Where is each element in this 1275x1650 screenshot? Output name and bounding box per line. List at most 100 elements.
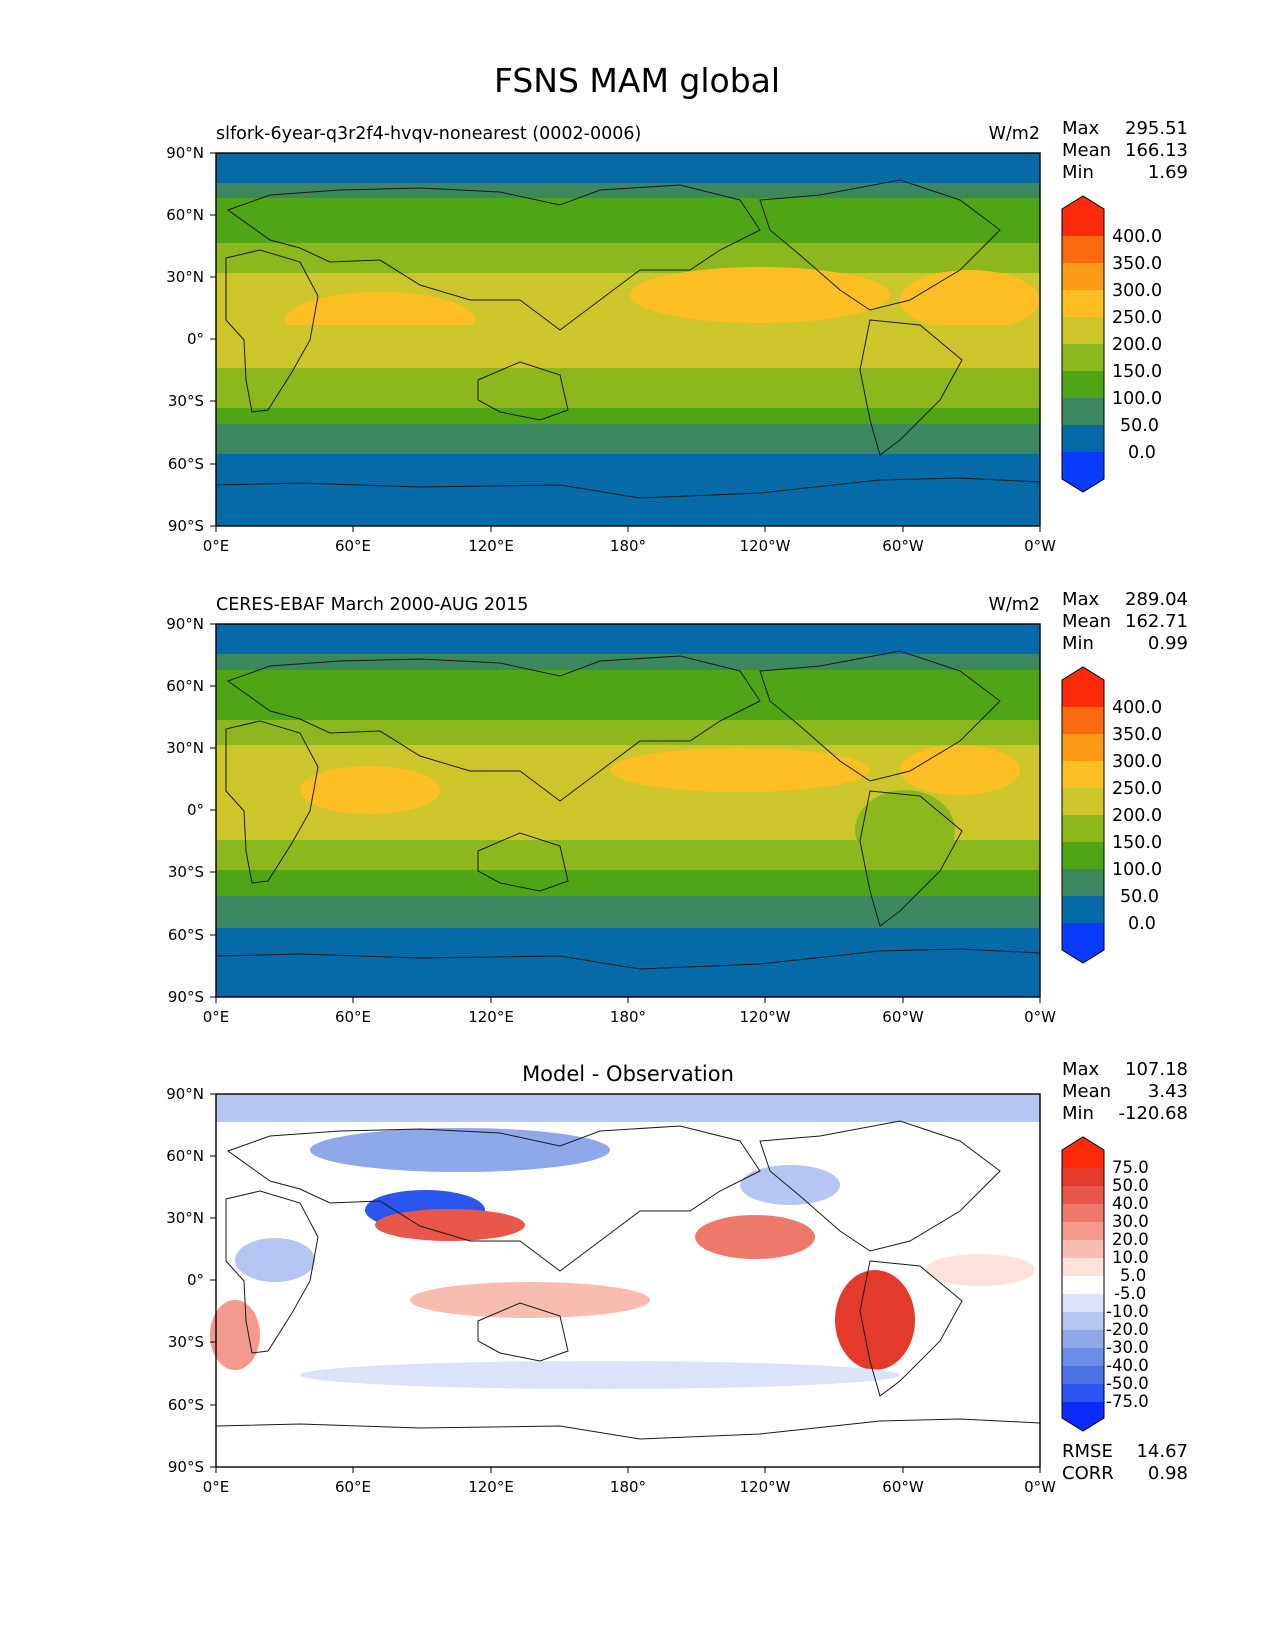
y-tick-label: 90°N	[166, 1085, 204, 1103]
colorbar-outline	[1061, 666, 1105, 964]
colorbar-swatch	[1062, 815, 1104, 842]
colorbar-min-extend	[1062, 452, 1104, 492]
colorbar-swatch	[1062, 425, 1104, 452]
y-tick-label: 90°N	[166, 144, 204, 162]
x-tick-label: 0°E	[203, 1008, 230, 1026]
colorbar-label: 250.0	[1112, 308, 1162, 328]
y-tick-label: 60°N	[166, 206, 204, 224]
y-tick-label: 30°N	[166, 268, 204, 286]
diff-panel: Model - Observation Max 107.18 Mean 3.43…	[166, 1059, 1188, 1496]
x-tick-label: 60°E	[335, 1478, 371, 1496]
anomaly-southern-ocean	[300, 1361, 900, 1389]
colorbar-swatch	[1062, 896, 1104, 923]
colorbar-swatch	[1062, 1186, 1104, 1204]
colorbar-label: 300.0	[1112, 752, 1162, 772]
x-tick-label: 0°W	[1024, 1478, 1056, 1496]
colorbar-label: 350.0	[1112, 725, 1162, 745]
max-label: Max	[1062, 118, 1100, 139]
coastlines	[215, 179, 1041, 499]
y-tick-label: 60°S	[168, 455, 204, 473]
colorbar: 400.0 350.0 300.0 250.0 200.0 150.0 100.…	[1061, 195, 1162, 493]
y-tick-label: 90°S	[168, 1458, 204, 1476]
colorbar-swatch	[1062, 1348, 1104, 1366]
colorbar-swatch	[1062, 788, 1104, 815]
x-tick-label: 60°W	[882, 1478, 924, 1496]
coast-north-america	[759, 179, 1001, 311]
coast-eurasia	[226, 1125, 761, 1272]
coast-australia	[477, 361, 569, 421]
y-tick-label: 30°N	[166, 1209, 204, 1227]
colorbar-swatch	[1062, 398, 1104, 425]
colorbar-label: 100.0	[1112, 389, 1162, 409]
colorbar-label: 150.0	[1112, 833, 1162, 853]
max-label: Max	[1062, 589, 1100, 610]
rmse-corr-block: RMSE 14.67 CORR 0.98	[1062, 1441, 1188, 1484]
colorbar-swatch	[1062, 290, 1104, 317]
anomaly-west-pacific	[410, 1282, 650, 1318]
colorbar-label: -40.0	[1106, 1356, 1149, 1375]
x-tick-label: 120°E	[468, 1478, 514, 1496]
y-axis: 90°N 60°N 30°N 0° 30°S 60°S 90°S	[166, 1085, 216, 1476]
mean-value: 3.43	[1148, 1081, 1188, 1102]
colorbar-swatch	[1062, 869, 1104, 896]
mean-label: Mean	[1062, 611, 1111, 632]
x-tick-label: 60°E	[335, 1008, 371, 1026]
colorbar-swatch	[1062, 371, 1104, 398]
colorbar-label: -30.0	[1106, 1338, 1149, 1357]
band-subtropic-south	[216, 368, 1040, 410]
coast-north-america	[759, 1120, 1001, 1252]
min-label: Min	[1062, 162, 1094, 183]
colorbar-swatch	[1062, 344, 1104, 371]
colorbar-swatch	[1062, 707, 1104, 734]
coast-australia	[477, 1302, 569, 1362]
colorbar-label: 350.0	[1112, 254, 1162, 274]
max-value: 289.04	[1125, 589, 1188, 610]
colorbar-swatch	[1062, 842, 1104, 869]
min-value: -120.68	[1119, 1103, 1188, 1124]
x-tick-label: 180°	[610, 1478, 646, 1496]
colorbar-min-extend	[1062, 923, 1104, 963]
x-tick-label: 120°W	[740, 1478, 791, 1496]
y-tick-label: 90°N	[166, 615, 204, 633]
x-tick-label: 120°E	[468, 537, 514, 555]
x-tick-label: 0°E	[203, 1478, 230, 1496]
colorbar-label: -50.0	[1106, 1374, 1149, 1393]
x-tick-label: 180°	[610, 537, 646, 555]
units-label: W/m2	[989, 124, 1040, 144]
coast-south-america	[859, 1260, 963, 1397]
colorbar-swatch	[1062, 236, 1104, 263]
colorbar-label: 200.0	[1112, 806, 1162, 826]
colorbar-swatch	[1062, 734, 1104, 761]
x-tick-label: 60°W	[882, 1008, 924, 1026]
anomaly-south-asia	[375, 1209, 525, 1241]
colorbar-label: 30.0	[1112, 1212, 1149, 1231]
y-tick-label: 60°N	[166, 1147, 204, 1165]
x-tick-label: 120°W	[740, 537, 791, 555]
y-tick-label: 30°S	[168, 392, 204, 410]
warm-pool-pacific	[630, 267, 890, 323]
colorbar: 400.0 350.0 300.0 250.0 200.0 150.0 100.…	[1061, 666, 1162, 964]
colorbar: 75.0 50.0 40.0 30.0 20.0 10.0 5.0 -5.0 -…	[1061, 1136, 1149, 1432]
units-label: W/m2	[989, 595, 1040, 615]
colorbar-min-extend	[1062, 1402, 1104, 1431]
colorbar-swatch	[1062, 1366, 1104, 1384]
stats-block: Max 295.51 Mean 166.13 Min 1.69	[1062, 118, 1188, 183]
coast-antarctica	[215, 1418, 1041, 1440]
max-label: Max	[1062, 1059, 1100, 1080]
corr-label: CORR	[1062, 1463, 1114, 1484]
figure-title: FSNS MAM global	[494, 61, 780, 100]
band-midlat-south	[216, 870, 1040, 900]
colorbar-swatch	[1062, 1204, 1104, 1222]
x-tick-label: 0°E	[203, 537, 230, 555]
anomaly-africa-west	[210, 1300, 260, 1370]
y-tick-label: 30°N	[166, 739, 204, 757]
max-value: 295.51	[1125, 118, 1188, 139]
coastlines	[215, 650, 1041, 970]
colorbar-label: 50.0	[1120, 416, 1159, 436]
coast-africa	[225, 1190, 319, 1354]
band-midlat-south	[216, 408, 1040, 426]
colorbar-swatch	[1062, 1276, 1104, 1294]
anomaly-north-america	[740, 1165, 840, 1205]
y-axis: 90°N 60°N 30°N 0° 30°S 60°S 90°S	[166, 615, 216, 1006]
